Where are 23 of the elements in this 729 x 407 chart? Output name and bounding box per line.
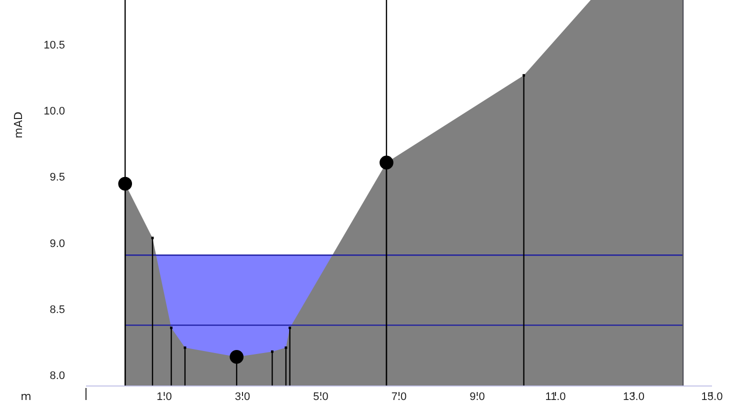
point xyxy=(380,156,394,170)
x-tick-label: 3.0 xyxy=(234,390,250,403)
x-axis-title: m xyxy=(20,390,32,403)
point xyxy=(170,326,173,330)
point xyxy=(288,326,292,330)
x-tick-label: 7.0 xyxy=(391,390,407,403)
x-tick-label: 9.0 xyxy=(470,390,485,403)
x-tick-label: 11.0 xyxy=(545,390,566,403)
x-tick-label: 15.0 xyxy=(701,390,723,403)
point xyxy=(284,346,288,349)
x-tick-label: 1.0 xyxy=(156,390,172,403)
point xyxy=(118,176,132,191)
y-tick-label: 10.0 xyxy=(44,106,65,118)
point xyxy=(230,350,244,364)
point xyxy=(522,74,526,77)
y-tick-label: 9.0 xyxy=(50,238,65,250)
y-tick-label: 9.5 xyxy=(50,172,65,184)
y-tick-label: 8.5 xyxy=(50,304,65,316)
y-tick-label: 10.5 xyxy=(44,39,65,52)
x-tick-label: 13.0 xyxy=(623,390,644,403)
x-tick-label: 5.0 xyxy=(313,390,328,403)
y-tick-label: 8.0 xyxy=(50,370,65,382)
y-axis-title: mAD xyxy=(12,112,25,138)
